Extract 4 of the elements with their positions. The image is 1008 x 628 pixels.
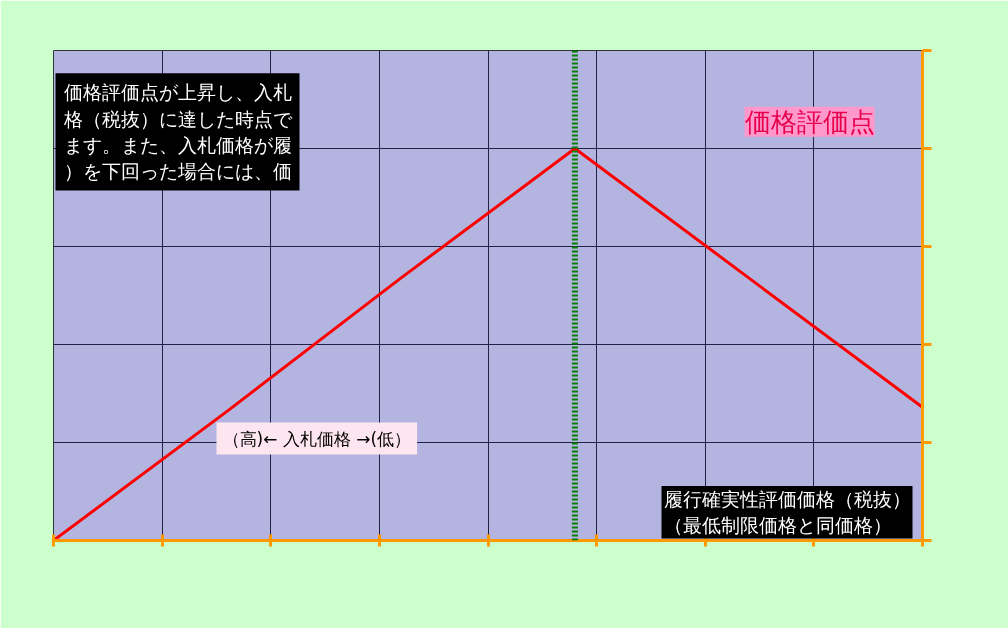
annotation: 価格評価点が上昇し、入札格（税抜）に達した時点でます。また、入札価格が履）を下回った場合には、価	[62, 81, 293, 183]
x-axis-title: （高)← 入札価格 →(低）	[222, 428, 412, 449]
annotation: 履行確実性評価価格（税抜）（最低制限価格と同価格）	[663, 488, 911, 537]
text: 価格評価点	[744, 106, 875, 137]
